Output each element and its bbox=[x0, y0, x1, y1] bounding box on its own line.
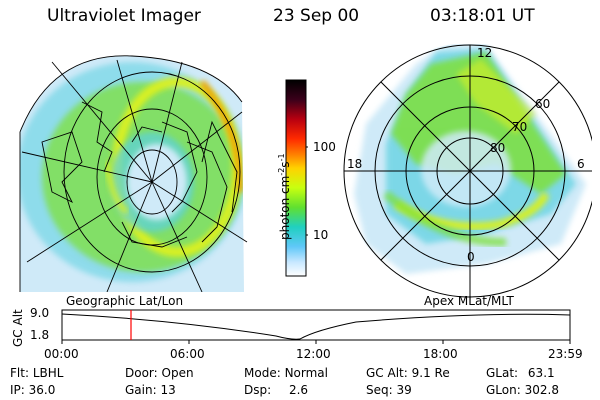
status-dsp-label: Dsp: bbox=[244, 383, 272, 397]
left-panel-caption: Geographic Lat/Lon bbox=[66, 294, 184, 308]
polar-image bbox=[343, 44, 592, 298]
mlt-label-0: 0 bbox=[467, 250, 475, 264]
altitude-xtick-2: 12:00 bbox=[296, 347, 331, 361]
altitude-ylabel: GC Alt bbox=[11, 309, 25, 347]
status-glat: GLat: 63.1 bbox=[486, 366, 555, 380]
status-glat-value: 63.1 bbox=[527, 366, 555, 380]
mlat-label-60: 60 bbox=[535, 97, 551, 111]
status-gc-alt-label: GC Alt: bbox=[366, 366, 408, 380]
time-label: 03:18:01 UT bbox=[430, 6, 535, 26]
status-door-label: Door: bbox=[125, 366, 158, 380]
status-door: Door: Open bbox=[125, 366, 194, 380]
status-glon-value: 302.8 bbox=[524, 383, 559, 397]
status-filter: Flt: LBHL bbox=[10, 366, 63, 380]
colorbar-tick-10: 10 bbox=[313, 228, 329, 242]
date-label: 23 Sep 00 bbox=[273, 6, 360, 26]
colorbar-tick-100: 100 bbox=[313, 140, 336, 154]
status-filter-value: LBHL bbox=[32, 366, 64, 380]
altitude-curve bbox=[61, 313, 571, 340]
altitude-ytick-1.8: 1.8 bbox=[30, 328, 50, 342]
app-title: Ultraviolet Imager bbox=[47, 6, 201, 26]
status-ip: IP: 36.0 bbox=[10, 383, 55, 397]
status-ip-value: 36.0 bbox=[28, 383, 56, 397]
status-mode: Mode: Normal bbox=[244, 366, 328, 380]
colorbar-label: photon cm-2s-1 bbox=[277, 153, 292, 240]
status-seq: Seq: 39 bbox=[366, 383, 412, 397]
status-ip-label: IP: bbox=[10, 383, 25, 397]
status-door-value: Open bbox=[161, 366, 194, 380]
altitude-xtick-0: 00:00 bbox=[44, 347, 79, 361]
altitude-ytick-9: 9.0 bbox=[30, 306, 50, 320]
mlat-label-70: 70 bbox=[512, 120, 528, 134]
status-gain-label: Gain: bbox=[125, 383, 157, 397]
status-gc-alt-value: 9.1 Re bbox=[411, 366, 450, 380]
status-seq-value: 39 bbox=[396, 383, 412, 397]
colorbar-label-mid: s bbox=[278, 161, 292, 168]
status-glat-label: GLat: bbox=[486, 366, 519, 380]
mlt-label-18: 18 bbox=[347, 157, 363, 171]
right-panel-caption: Apex MLat/MLT bbox=[424, 294, 514, 308]
status-glon: GLon: 302.8 bbox=[486, 383, 559, 397]
status-gc-alt: GC Alt: 9.1 Re bbox=[366, 366, 450, 380]
status-mode-value: Normal bbox=[284, 366, 328, 380]
altitude-xtick-1: 06:00 bbox=[170, 347, 205, 361]
mlat-label-80: 80 bbox=[490, 141, 506, 155]
status-filter-label: Flt: bbox=[10, 366, 29, 380]
colorbar-label-main: photon cm bbox=[278, 175, 292, 240]
altitude-xtick-3: 18:00 bbox=[423, 347, 458, 361]
status-dsp-value: 2.6 bbox=[288, 383, 309, 397]
altitude-plot bbox=[61, 309, 571, 344]
status-dsp: Dsp: 2.6 bbox=[244, 383, 308, 397]
colorbar-label-exp1: -2 bbox=[277, 167, 286, 176]
colorbar-label-exp2: -1 bbox=[277, 153, 286, 162]
status-gain-value: 13 bbox=[160, 383, 176, 397]
colorbar bbox=[285, 79, 308, 277]
status-mode-label: Mode: bbox=[244, 366, 281, 380]
status-seq-label: Seq: bbox=[366, 383, 393, 397]
mlt-label-12: 12 bbox=[477, 46, 493, 60]
geographic-image bbox=[19, 55, 248, 292]
mlt-label-6: 6 bbox=[577, 157, 585, 171]
status-gain: Gain: 13 bbox=[125, 383, 176, 397]
status-glon-label: GLon: bbox=[486, 383, 521, 397]
altitude-xtick-4: 23:59 bbox=[548, 347, 583, 361]
